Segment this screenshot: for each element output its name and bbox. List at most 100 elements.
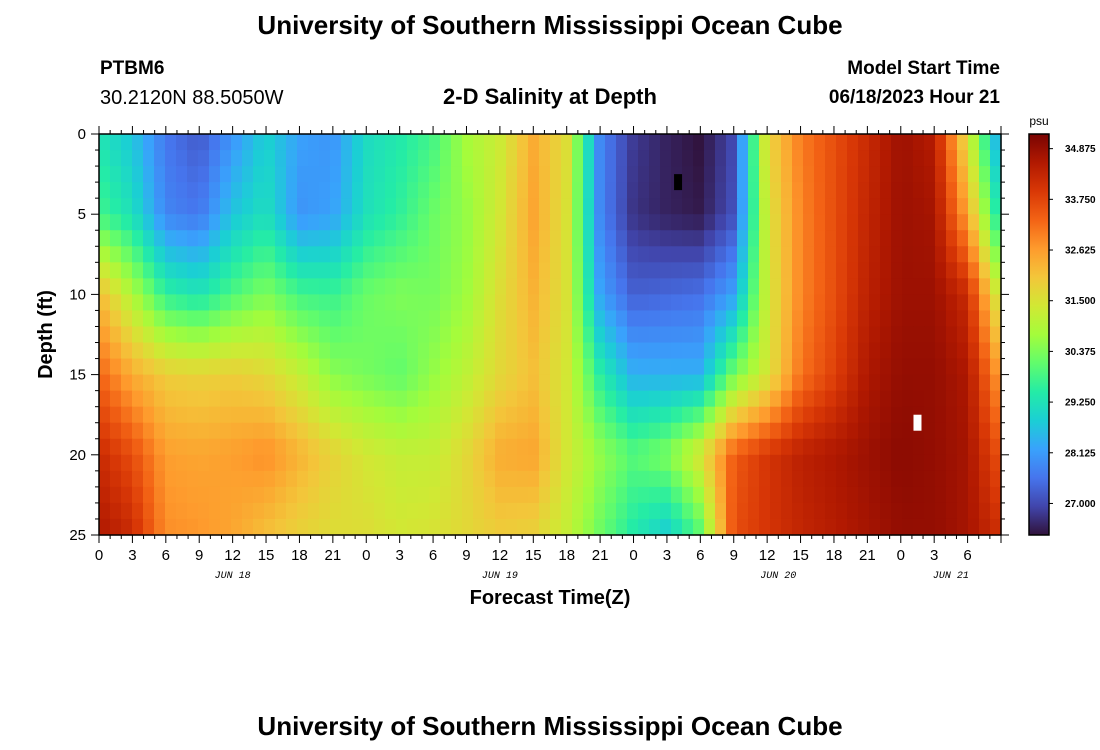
- heatmap-cell: [880, 374, 892, 392]
- heatmap-cell: [231, 230, 243, 247]
- heatmap-cell: [396, 246, 408, 263]
- heatmap-cell: [198, 310, 210, 328]
- heatmap-cell: [638, 406, 650, 424]
- heatmap-cell: [825, 214, 837, 231]
- heatmap-cell: [825, 198, 837, 215]
- heatmap-cell: [484, 518, 496, 536]
- heatmap-cell: [198, 246, 210, 263]
- heatmap-cell: [187, 358, 199, 376]
- heatmap-cell: [220, 150, 232, 167]
- heatmap-cell: [891, 374, 903, 392]
- heatmap-cell: [176, 262, 188, 279]
- heatmap-cell: [143, 134, 155, 151]
- heatmap-cell: [693, 470, 705, 488]
- heatmap-cell: [253, 166, 265, 183]
- heatmap-cell: [836, 246, 848, 263]
- heatmap-cell: [583, 198, 595, 215]
- heatmap-cell: [187, 134, 199, 151]
- heatmap-cell: [825, 406, 837, 424]
- heatmap-cell: [946, 150, 958, 167]
- heatmap-cell: [132, 246, 144, 263]
- heatmap-cell: [638, 358, 650, 376]
- heatmap-cell: [880, 310, 892, 328]
- heatmap-cell: [935, 262, 947, 279]
- heatmap-cell: [627, 294, 639, 312]
- heatmap-cell: [726, 518, 738, 536]
- heatmap-cell: [253, 390, 265, 408]
- heatmap-cell: [110, 294, 122, 312]
- heatmap-cell: [143, 406, 155, 424]
- heatmap-cell: [638, 198, 650, 215]
- heatmap-cell: [451, 358, 463, 376]
- heatmap-cell: [418, 166, 430, 183]
- heatmap-cell: [792, 262, 804, 279]
- heatmap-cell: [286, 486, 298, 504]
- heatmap-cell: [616, 470, 628, 488]
- heatmap-cell: [132, 518, 144, 536]
- heatmap-cell: [110, 326, 122, 344]
- heatmap-cell: [132, 198, 144, 215]
- heatmap-cell: [154, 166, 166, 183]
- heatmap-cell: [187, 150, 199, 167]
- heatmap-cell: [297, 166, 309, 183]
- heatmap-cell: [187, 214, 199, 231]
- heatmap-cell: [374, 246, 386, 263]
- heatmap-cell: [176, 294, 188, 312]
- heatmap-cell: [231, 294, 243, 312]
- heatmap-cell: [99, 278, 111, 295]
- heatmap-cell: [759, 246, 771, 263]
- heatmap-cell: [880, 214, 892, 231]
- heatmap-cell: [990, 262, 1002, 279]
- heatmap-cell: [418, 326, 430, 344]
- heatmap-cell: [957, 454, 969, 472]
- heatmap-cell: [726, 294, 738, 312]
- heatmap-cell: [539, 182, 551, 199]
- heatmap-cell: [209, 454, 221, 472]
- heatmap-cell: [407, 518, 419, 536]
- heatmap-cell: [913, 230, 925, 247]
- heatmap-cell: [682, 518, 694, 536]
- heatmap-cell: [605, 406, 617, 424]
- heatmap-cell: [253, 326, 265, 344]
- heatmap-cell: [649, 422, 661, 440]
- heatmap-cell: [759, 294, 771, 312]
- heatmap-cell: [935, 182, 947, 199]
- heatmap-cell: [143, 230, 155, 247]
- heatmap-cell: [748, 278, 760, 295]
- heatmap-cell: [561, 310, 573, 328]
- heatmap-cell: [968, 406, 980, 424]
- heatmap-cell: [770, 502, 782, 520]
- heatmap-cell: [869, 374, 881, 392]
- heatmap-cell: [473, 502, 485, 520]
- heatmap-cell: [517, 134, 529, 151]
- heatmap-cell: [858, 166, 870, 183]
- heatmap-cell: [748, 342, 760, 360]
- heatmap-cell: [638, 486, 650, 504]
- heatmap-cell: [638, 342, 650, 360]
- heatmap-cell: [583, 406, 595, 424]
- heatmap-cell: [704, 374, 716, 392]
- heatmap-cell: [759, 182, 771, 199]
- heatmap-cell: [737, 214, 749, 231]
- heatmap-cell: [440, 470, 452, 488]
- heatmap-cell: [363, 198, 375, 215]
- heatmap-cell: [627, 230, 639, 247]
- heatmap-cell: [154, 198, 166, 215]
- heatmap-cell: [363, 230, 375, 247]
- heatmap-cell: [979, 390, 991, 408]
- heatmap-cell: [418, 406, 430, 424]
- heatmap-cell: [220, 518, 232, 536]
- heatmap-cell: [913, 294, 925, 312]
- heatmap-cell: [209, 166, 221, 183]
- heatmap-cell: [715, 214, 727, 231]
- heatmap-cell: [924, 518, 936, 536]
- heatmap-cell: [429, 294, 441, 312]
- heatmap-cell: [737, 150, 749, 167]
- heatmap-cell: [528, 390, 540, 408]
- heatmap-cell: [484, 454, 496, 472]
- heatmap-cell: [660, 502, 672, 520]
- heatmap-cell: [143, 438, 155, 456]
- heatmap-cell: [462, 374, 474, 392]
- heatmap-cell: [803, 486, 815, 504]
- heatmap-cell: [726, 454, 738, 472]
